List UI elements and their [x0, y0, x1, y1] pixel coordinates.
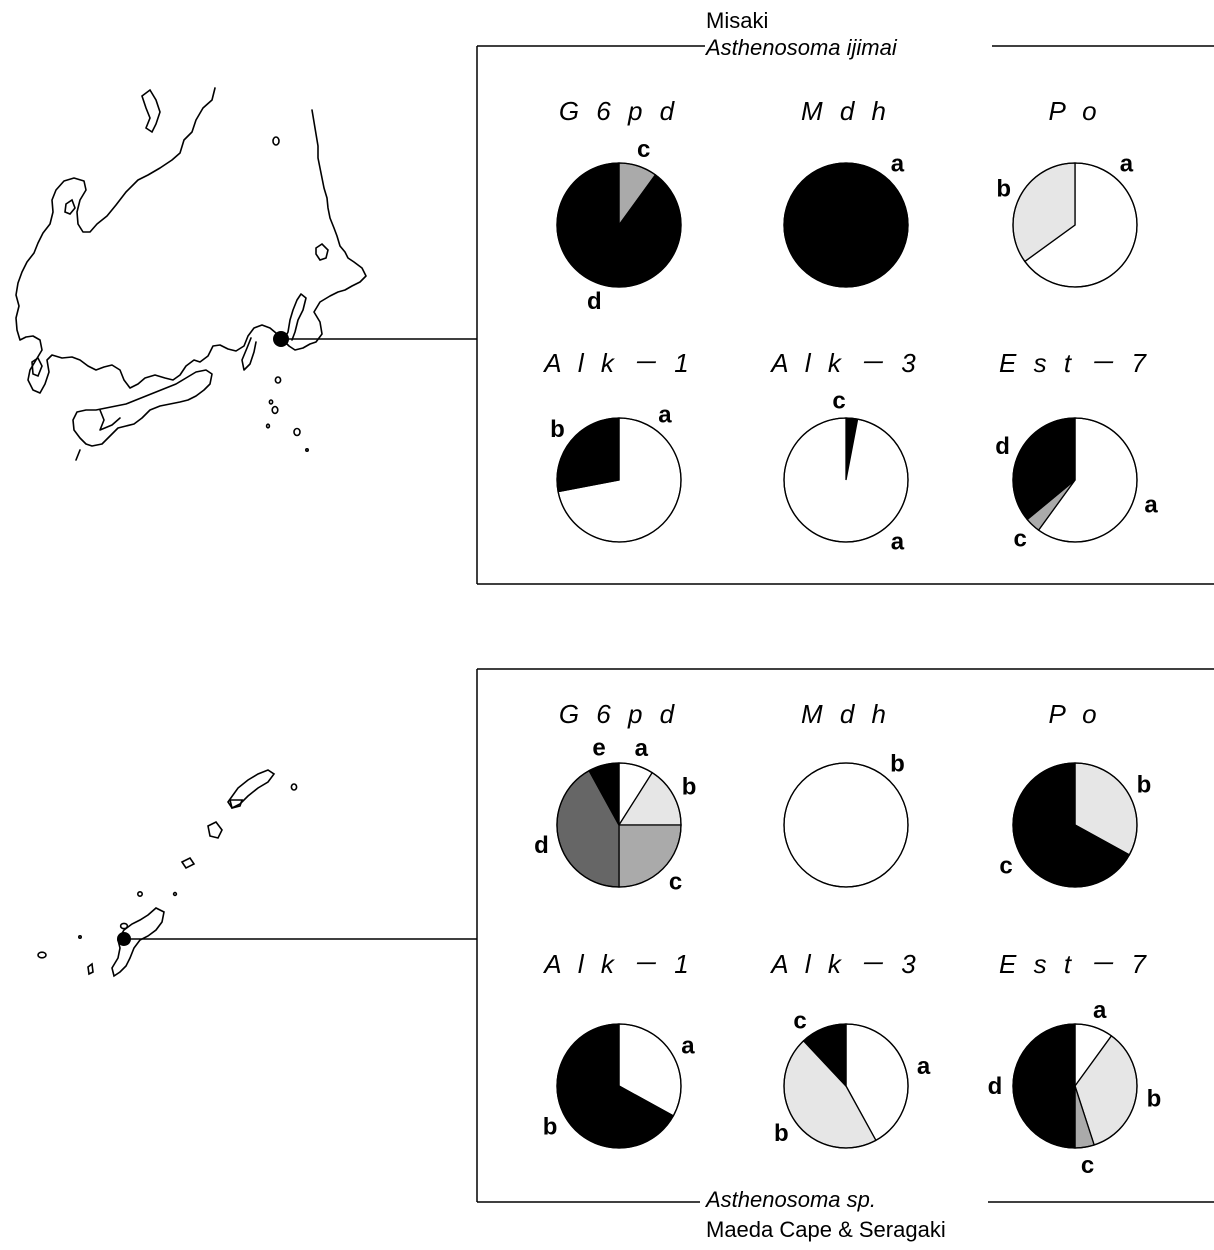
top-panel-frame	[476, 45, 1214, 585]
allele-label: d	[988, 1073, 1003, 1100]
pie-outline	[556, 1023, 682, 1149]
top-species-name: Asthenosoma ijimai	[704, 35, 898, 60]
allele-label: c	[637, 136, 650, 163]
locus-title: A l k － 3	[769, 949, 921, 979]
allele-label: d	[587, 288, 602, 315]
pie-slice-allele-b	[556, 417, 620, 493]
pie-outline	[783, 762, 909, 888]
allele-label: a	[1120, 151, 1134, 178]
allele-label: c	[1081, 1152, 1094, 1179]
pie-outline	[556, 162, 682, 288]
allele-label: c	[832, 387, 845, 414]
locus-title: P o	[1048, 96, 1101, 126]
map-central-japan	[15, 87, 367, 461]
allele-label: b	[774, 1120, 789, 1147]
allele-label: b	[550, 416, 565, 443]
pie-outline	[783, 417, 909, 543]
map-ryukyu-islands	[37, 769, 298, 978]
locus-title: P o	[1048, 699, 1101, 729]
pie-outline	[1012, 162, 1138, 288]
pie-outline	[556, 417, 682, 543]
pie-outline	[1012, 1023, 1138, 1149]
allele-label: a	[891, 151, 905, 178]
locus-title: M d h	[801, 96, 891, 126]
allele-label: a	[658, 402, 672, 429]
locus-title: G 6 p d	[559, 699, 679, 729]
locus-title: G 6 p d	[559, 96, 679, 126]
pie-outline	[1012, 762, 1138, 888]
locus-title: E s t － 7	[999, 348, 1151, 378]
allele-label: c	[793, 1008, 806, 1035]
allele-label: b	[890, 751, 905, 778]
allele-label: e	[592, 735, 605, 762]
allele-label: a	[917, 1053, 931, 1080]
allele-label: b	[682, 774, 697, 801]
top-population-name: Misaki	[706, 8, 768, 33]
locus-title: A l k － 3	[769, 348, 921, 378]
allele-label: a	[1093, 997, 1107, 1024]
allele-label: b	[1137, 771, 1152, 798]
locus-title: A l k － 1	[542, 949, 694, 979]
allele-label: c	[999, 853, 1012, 880]
allele-label: b	[996, 176, 1011, 203]
allele-label: a	[891, 528, 905, 555]
locus-title: E s t － 7	[999, 949, 1151, 979]
allele-label: d	[995, 433, 1010, 460]
bottom-panel-pies: G 6 p d a b c d e M d h b P o b c A l k － 1 a b A l k …	[534, 699, 1161, 1179]
bottom-panel-frame	[476, 668, 1214, 1203]
allele-label: c	[669, 869, 682, 896]
allele-label: d	[534, 832, 549, 859]
bottom-population-name: Maeda Cape & Seragaki	[706, 1217, 946, 1242]
allele-label: a	[635, 735, 649, 762]
pie-outline	[783, 162, 909, 288]
bottom-species-name: Asthenosoma sp.	[704, 1187, 876, 1212]
pie-outline	[556, 762, 682, 888]
allele-label: a	[1144, 492, 1158, 519]
allele-label: c	[1014, 525, 1027, 552]
locus-title: A l k － 1	[542, 348, 694, 378]
allele-label: a	[681, 1032, 695, 1059]
pie-outline	[783, 1023, 909, 1149]
pie-outline	[1012, 417, 1138, 543]
pie-slice-allele-d	[1012, 1023, 1076, 1149]
locus-title: M d h	[801, 699, 891, 729]
allele-label: b	[1147, 1086, 1162, 1113]
allele-label: b	[543, 1114, 558, 1141]
